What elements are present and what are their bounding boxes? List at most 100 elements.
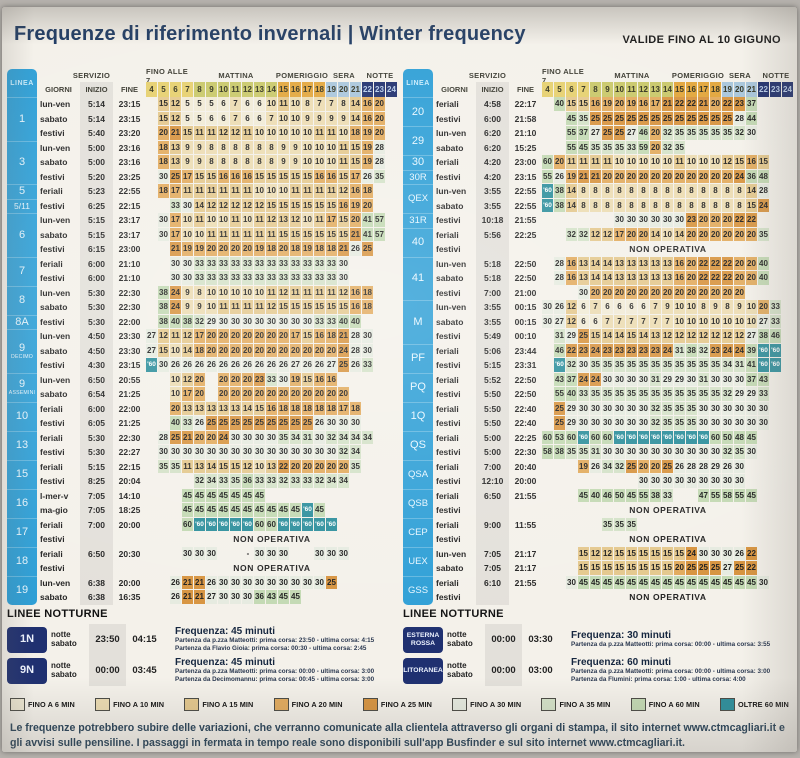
- frequency-cell: 45: [218, 503, 230, 518]
- frequency-cell: 25: [554, 401, 566, 416]
- frequency-cell: 30: [350, 416, 362, 431]
- frequency-cell: 20: [638, 459, 650, 474]
- hour-header-cell: 16: [290, 82, 302, 97]
- frequency-cell: 10: [254, 459, 266, 474]
- fine-cell: 22:30: [514, 447, 537, 458]
- frequency-cell: 20: [338, 387, 350, 402]
- frequency-cell: [374, 257, 386, 272]
- frequency-cell: 60: [542, 430, 554, 445]
- frequency-cell: [146, 126, 158, 141]
- frequency-cell: [686, 489, 698, 504]
- frequency-cell: 20: [314, 343, 326, 358]
- frequency-cell: 30: [746, 126, 758, 141]
- line-label: QSB: [403, 488, 433, 518]
- line-label-subtext: DECIMO: [11, 353, 33, 360]
- frequency-cells: 33 30 14 12 12 12 12 12 15 15 15 15 15 15 16 19 20: [146, 198, 398, 214]
- frequency-cell: 25: [686, 111, 698, 126]
- frequency-cell: [770, 460, 782, 475]
- frequency-cell: 35: [650, 387, 662, 402]
- frequency-cell: 20: [374, 97, 386, 112]
- frequency-cell: [218, 547, 230, 562]
- frequency-cell: 15: [338, 213, 350, 228]
- giorni-cell: lun-ven: [40, 215, 71, 226]
- frequency-cell: 11: [254, 300, 266, 315]
- frequency-cell: 45: [266, 503, 278, 518]
- fine-cell: 21:10: [514, 128, 537, 139]
- frequency-cell: [542, 286, 554, 301]
- frequency-cell: 58: [542, 445, 554, 460]
- frequency-cell: 8: [218, 155, 230, 170]
- frequency-cell: 20: [230, 329, 242, 344]
- frequency-cell: [146, 199, 158, 214]
- hour-header-cell: 18: [710, 82, 722, 97]
- frequency-cell: 45: [746, 575, 758, 590]
- frequency-cell: 15: [302, 227, 314, 242]
- frequency-cell: 15: [302, 300, 314, 315]
- timetable-row: sabato 6:54 21:25 10 17 20 20 20 20 20 20 20 20 20 20 2…: [37, 387, 398, 402]
- frequency-cells: '60 30 26 26 26 26 26 26 26 26 26 26 27 26 26 27 25 26 33: [146, 358, 398, 373]
- frequency-cell: 16: [674, 271, 686, 286]
- frequency-cell: 30: [290, 575, 302, 590]
- line-label: 8: [7, 285, 37, 315]
- frequency-cell: 32: [650, 416, 662, 431]
- frequency-cell: 11: [242, 126, 254, 141]
- frequency-cell: 13: [614, 271, 626, 286]
- frequency-cell: 20: [290, 459, 302, 474]
- frequency-cell: 29: [566, 329, 578, 344]
- frequency-cell: 33: [182, 416, 194, 431]
- frequency-cell: [758, 97, 770, 112]
- line-label: PF: [403, 343, 433, 373]
- line-label-text: 9: [18, 341, 26, 354]
- giorni-cell: feriali: [40, 258, 63, 269]
- frequency-cell: 32: [650, 401, 662, 416]
- giorni-cell: festivi: [40, 244, 65, 255]
- frequency-cell: 10: [614, 155, 626, 170]
- legend-swatch: [719, 698, 735, 711]
- frequency-cell: 22: [278, 459, 290, 474]
- frequency-cell: 30: [182, 445, 194, 460]
- frequency-cell: 33: [302, 271, 314, 286]
- fine-cell: 21:10: [118, 258, 141, 269]
- frequency-cell: 18: [326, 329, 338, 344]
- frequency-cell: 30: [242, 575, 254, 590]
- frequency-cell: 45: [734, 575, 746, 590]
- frequency-cell: [542, 97, 554, 112]
- frequency-cell: 20: [722, 169, 734, 184]
- frequency-cell: 16: [314, 169, 326, 184]
- frequency-cell: [158, 242, 170, 257]
- frequency-cell: 15: [338, 300, 350, 315]
- frequency-cell: 45: [254, 488, 266, 503]
- frequency-cell: 38: [650, 488, 662, 503]
- frequency-cell: [770, 402, 782, 417]
- frequency-cell: 25: [230, 416, 242, 431]
- frequency-cell: 21: [182, 590, 194, 605]
- frequency-cell: 35: [662, 416, 674, 431]
- timetable-row: festivi 4:30 23:15'60 30 26 26 26 26 26 26 26 26 26 2…: [37, 358, 398, 373]
- frequency-cell: 30: [722, 546, 734, 561]
- frequency-cell: [626, 474, 638, 489]
- frequency-cell: 34: [362, 430, 374, 445]
- frequency-cell: 15: [290, 227, 302, 242]
- frequency-cell: 6: [218, 111, 230, 126]
- frequency-cell: 18: [326, 401, 338, 416]
- frequency-cell: [770, 170, 782, 185]
- line-label-text: 3: [18, 156, 26, 169]
- frequency-cell: [782, 170, 794, 185]
- frequency-cell: 22: [746, 546, 758, 561]
- night-fine-cell: 03:45: [132, 665, 157, 676]
- frequency-cell: 16: [566, 271, 578, 286]
- fine-cell: 22:40: [514, 418, 537, 429]
- frequency-cell: [326, 503, 338, 518]
- frequency-cell: 33: [266, 256, 278, 271]
- frequency-cells: 30 26 12 6 7 6 6 6 6 7 9 10 10 8 9 8 9 10 20 33: [542, 300, 794, 315]
- frequency-cell: 12: [590, 227, 602, 242]
- fine-cell: 23:15: [514, 171, 537, 182]
- timetable-row: festivi NON OPERATIVA: [433, 242, 794, 257]
- frequency-cell: 35: [578, 111, 590, 126]
- frequency-cell: 32: [326, 430, 338, 445]
- frequency-cell: 33: [254, 271, 266, 286]
- frequency-cell: 35: [278, 430, 290, 445]
- frequency-cell: 12: [602, 227, 614, 242]
- frequency-cell: '60: [578, 430, 590, 445]
- frequency-cell: 33: [266, 372, 278, 387]
